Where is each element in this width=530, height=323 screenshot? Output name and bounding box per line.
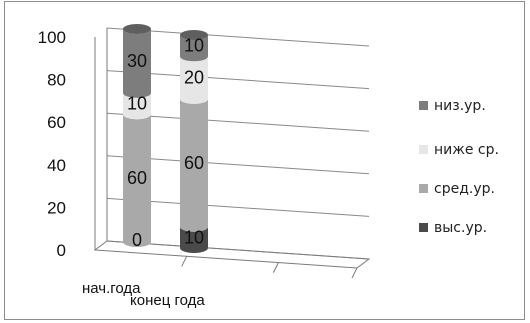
floor-tick	[351, 267, 358, 279]
y-tick-label: 80	[47, 71, 66, 90]
floor-plane	[93, 240, 371, 269]
data-label: 0	[132, 230, 142, 250]
y-tick-label: 40	[47, 156, 66, 175]
y-tick-label: 20	[47, 198, 66, 217]
bar-segment	[180, 56, 208, 104]
bar-segment	[180, 98, 208, 232]
y-tick-label: 100	[38, 28, 66, 47]
chart-frame	[4, 1, 525, 320]
floor-tick	[181, 256, 188, 267]
legend: низ.ур. ниже ср. сред.ур. выс.ур.	[419, 98, 499, 236]
bar-top-cap	[123, 24, 151, 34]
bar-segment	[180, 226, 208, 253]
legend-label: низ.ур.	[434, 98, 486, 114]
data-label: 20	[184, 68, 204, 88]
bars	[123, 24, 208, 253]
data-label: 60	[127, 168, 147, 188]
bar-segment	[123, 92, 152, 120]
legend-label: ниже ср.	[434, 142, 499, 158]
data-label: 60	[184, 153, 204, 173]
legend-swatch	[419, 184, 428, 193]
data-label: 10	[127, 94, 147, 114]
bar-segment	[123, 29, 151, 98]
data-label: 10	[184, 227, 204, 247]
y-tick-label: 60	[47, 113, 66, 132]
x-category-label: нач.года	[82, 280, 141, 297]
legend-label: выс.ур.	[434, 220, 487, 236]
bar-top-cap	[180, 30, 208, 40]
legend-label: сред.ур.	[434, 181, 495, 197]
y-tick-labels: 0 20 40 60 80 100	[38, 28, 66, 260]
legend-swatch	[419, 145, 428, 154]
legend-swatch	[419, 101, 428, 110]
bar-segment	[123, 114, 152, 247]
data-labels: 0 60 10 30 10 60 20 10	[127, 36, 204, 250]
axes	[93, 28, 371, 279]
data-label: 30	[127, 51, 147, 71]
floor-tick	[272, 262, 279, 273]
y-tick-label: 0	[57, 241, 66, 260]
legend-swatch	[419, 223, 428, 232]
data-label: 10	[184, 36, 204, 56]
bar-segment	[180, 35, 208, 62]
x-category-label: конец года	[130, 292, 205, 309]
